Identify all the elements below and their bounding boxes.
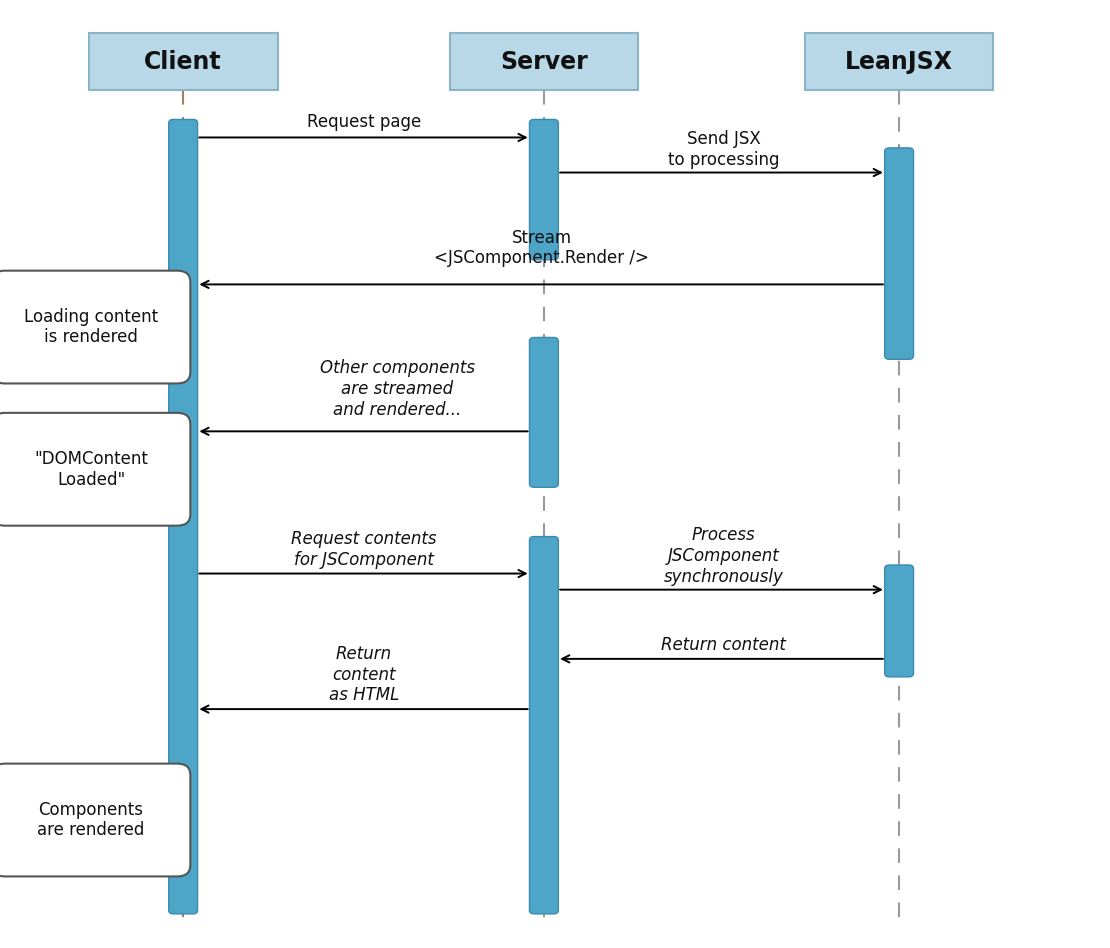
FancyBboxPatch shape bbox=[0, 271, 191, 384]
Text: LeanJSX: LeanJSX bbox=[845, 49, 953, 74]
Text: Loading content
is rendered: Loading content is rendered bbox=[24, 308, 158, 346]
Text: Other components
are streamed
and rendered...: Other components are streamed and render… bbox=[320, 359, 475, 419]
Text: Request page: Request page bbox=[307, 113, 421, 131]
Text: Components
are rendered: Components are rendered bbox=[38, 801, 144, 839]
Text: "DOMContent
Loaded": "DOMContent Loaded" bbox=[34, 450, 148, 488]
FancyBboxPatch shape bbox=[169, 119, 198, 914]
FancyBboxPatch shape bbox=[89, 33, 278, 90]
FancyBboxPatch shape bbox=[529, 119, 558, 260]
FancyBboxPatch shape bbox=[450, 33, 638, 90]
Text: Send JSX
to processing: Send JSX to processing bbox=[668, 130, 779, 169]
FancyBboxPatch shape bbox=[885, 565, 914, 677]
FancyBboxPatch shape bbox=[0, 764, 191, 876]
FancyBboxPatch shape bbox=[529, 337, 558, 487]
Text: Stream
<JSComponent.Render />: Stream <JSComponent.Render /> bbox=[434, 228, 649, 267]
Text: Return content: Return content bbox=[662, 636, 786, 654]
Text: Server: Server bbox=[500, 49, 588, 74]
FancyBboxPatch shape bbox=[805, 33, 993, 90]
FancyBboxPatch shape bbox=[885, 148, 914, 359]
FancyBboxPatch shape bbox=[0, 413, 191, 525]
FancyBboxPatch shape bbox=[529, 537, 558, 914]
Text: Return
content
as HTML: Return content as HTML bbox=[329, 645, 400, 704]
Text: Request contents
for JSComponent: Request contents for JSComponent bbox=[291, 530, 437, 569]
Text: Process
JSComponent
synchronously: Process JSComponent synchronously bbox=[664, 526, 784, 586]
Text: Client: Client bbox=[144, 49, 222, 74]
